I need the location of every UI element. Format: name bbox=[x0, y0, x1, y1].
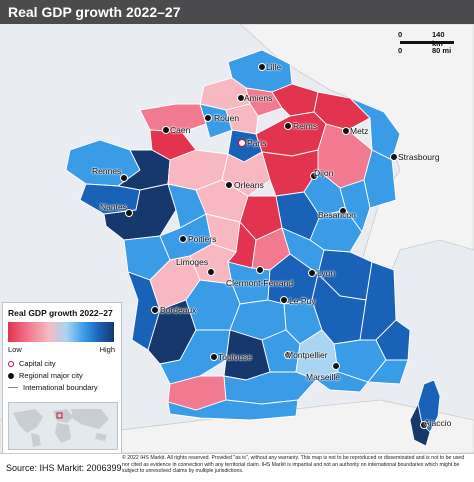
world-locator-icon bbox=[13, 409, 109, 447]
city-marker bbox=[120, 174, 128, 182]
capital-marker bbox=[238, 139, 246, 147]
city-marker bbox=[125, 209, 133, 217]
dept-aisne bbox=[245, 87, 283, 117]
city-marker bbox=[308, 269, 316, 277]
city-marker bbox=[342, 127, 350, 135]
city-label-rennes: Rennes bbox=[92, 166, 122, 176]
legend-high-label: High bbox=[99, 345, 115, 354]
city-marker bbox=[339, 207, 347, 215]
legend-low-label: Low bbox=[8, 345, 22, 354]
scale-bar: 0 140 km 0 80 mi bbox=[396, 30, 456, 58]
city-label-reims: Reims bbox=[293, 121, 318, 131]
city-label-nantes: Nantes bbox=[100, 202, 127, 212]
city-marker bbox=[210, 353, 218, 361]
scale-bar-line bbox=[400, 41, 454, 44]
dept-alsace bbox=[363, 149, 397, 209]
city-marker bbox=[332, 362, 340, 370]
city-label-metz: Metz bbox=[350, 126, 369, 136]
dept-doubs bbox=[339, 179, 371, 233]
legend-color-ramp bbox=[8, 322, 114, 342]
city-marker bbox=[237, 94, 245, 102]
city-marker bbox=[179, 235, 187, 243]
city-label-limoges: Limoges bbox=[176, 257, 209, 267]
city-marker bbox=[204, 114, 212, 122]
scale-mi-label: 80 mi bbox=[432, 46, 452, 55]
legend-boundary-row: International boundary bbox=[8, 383, 98, 392]
departments bbox=[65, 49, 411, 421]
city-label-lille: Lille bbox=[266, 62, 282, 72]
city-label-rouen: Rouen bbox=[214, 113, 240, 123]
legend-regional-label: Regional major city bbox=[19, 371, 83, 380]
city-marker bbox=[284, 351, 292, 359]
city-label-paris: Paris bbox=[247, 138, 267, 148]
capital-city-icon bbox=[8, 360, 14, 367]
scale-mi-zero: 0 bbox=[398, 46, 403, 55]
city-marker bbox=[280, 296, 288, 304]
city-label-clermont-ferrand: Clermont-Ferrand bbox=[226, 278, 294, 288]
copyright-notice: © 2022 IHS Markit. All rights reserved. … bbox=[122, 455, 465, 474]
city-marker bbox=[420, 421, 428, 429]
legend-regional-row: Regional major city bbox=[8, 371, 83, 380]
legend-capital-row: Capital city bbox=[8, 359, 56, 368]
city-label-lyon: Lyon bbox=[317, 268, 336, 278]
regional-city-icon bbox=[8, 372, 14, 379]
city-label-amiens: Amiens bbox=[244, 93, 273, 103]
city-marker bbox=[162, 126, 170, 134]
city-marker bbox=[151, 306, 159, 314]
legend-panel: Real GDP growth 2022–27 Low High Capital… bbox=[2, 302, 122, 454]
city-marker bbox=[390, 153, 398, 161]
city-label-toulouse: Toulouse bbox=[218, 352, 253, 362]
dept-var bbox=[367, 359, 409, 385]
source-label: Source: IHS Markit: 2006399 bbox=[6, 463, 122, 473]
city-label-ajaccio: Ajaccio bbox=[424, 418, 452, 428]
legend-title: Real GDP growth 2022–27 bbox=[8, 308, 113, 318]
dept-oise bbox=[225, 103, 259, 135]
dept-pyrenees bbox=[167, 399, 299, 421]
map-footer: Source: IHS Markit: 2006399 © 2022 IHS M… bbox=[0, 453, 474, 482]
legend-capital-label: Capital city bbox=[19, 359, 56, 368]
dept-alpes-maritimes bbox=[375, 319, 411, 361]
scale-km-zero: 0 bbox=[398, 30, 403, 39]
city-marker bbox=[256, 266, 264, 274]
city-label-orleans: Orleans bbox=[234, 180, 264, 190]
city-label-montpellier: Montpellier bbox=[286, 350, 328, 360]
city-label-dijon: Dijon bbox=[314, 168, 334, 178]
city-label-caen: Caen bbox=[170, 125, 191, 135]
city-label-marseille: Marseille bbox=[306, 372, 341, 382]
legend-boundary-label: International boundary bbox=[23, 383, 98, 392]
city-label-bordeaux: Bordeaux bbox=[160, 305, 197, 315]
city-label-poitiers: Poitiers bbox=[188, 234, 217, 244]
city-marker bbox=[225, 181, 233, 189]
city-marker bbox=[284, 122, 292, 130]
city-marker bbox=[310, 172, 318, 180]
city-label-le-puy: Le Puy bbox=[289, 296, 316, 306]
city-label-besancon: Besancon bbox=[318, 210, 356, 220]
dept-bouches-du-rhone bbox=[315, 371, 369, 393]
map-title: Real GDP growth 2022–27 bbox=[0, 0, 474, 24]
city-marker bbox=[258, 63, 266, 71]
city-label-strasbourg: Strasbourg bbox=[398, 152, 440, 162]
city-marker bbox=[207, 268, 215, 276]
boundary-line-icon bbox=[8, 387, 18, 388]
locator-inset-map bbox=[8, 402, 118, 450]
